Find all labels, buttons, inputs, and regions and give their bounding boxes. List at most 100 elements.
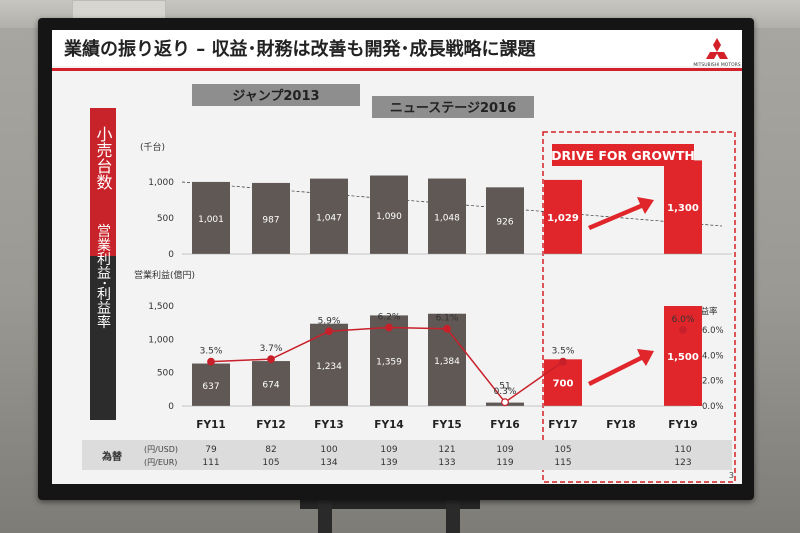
margin-point-fy11 (207, 357, 215, 366)
side-label-sales-box (90, 108, 116, 278)
fx-cell: 133 (438, 458, 455, 468)
slide-title: 業績の振り返り – 収益･財務は改善も開発･成長戦略に課題 (63, 38, 537, 60)
fx-cell: 115 (554, 458, 571, 468)
sales-value-label: 1,029 (547, 213, 579, 224)
profit-y-tick: 1,500 (148, 302, 174, 312)
margin-y-axis-label: 利益率 (692, 306, 718, 317)
sales-bar-fy11 (192, 181, 230, 254)
fx-cell: 121 (438, 445, 455, 455)
profit-bar-fy19 (664, 306, 702, 406)
profit-value-label: 637 (202, 382, 219, 392)
profit-bar-fy12 (252, 361, 290, 406)
margin-y-tick: 4.0% (702, 351, 724, 361)
plan-growth-label-box (552, 144, 694, 166)
margin-value-label: 6.2% (378, 312, 401, 322)
margin-value-label: 6.0% (672, 315, 695, 325)
x-tick-label-fy16: FY16 (490, 419, 519, 431)
fx-cell: 119 (496, 458, 513, 468)
profit-y-tick: 500 (157, 369, 174, 379)
side-label-profit: 営業利益･利益率 (95, 224, 111, 329)
sales-value-label: 926 (496, 218, 513, 228)
profit-value-label: 674 (262, 381, 279, 391)
fx-cell: 105 (554, 445, 571, 455)
x-tick-label-fy19: FY19 (668, 419, 697, 431)
sales-bar-fy16 (486, 187, 524, 254)
sales-bar-fy12 (252, 182, 290, 254)
margin-point-fy19 (679, 326, 687, 334)
x-tick-label-fy11: FY11 (196, 419, 225, 431)
profit-value-label: 1,234 (316, 362, 342, 372)
margin-value-label: 0.3% (494, 387, 517, 397)
plan-growth-label: DRIVE FOR GROWTH (551, 148, 695, 163)
x-tick-label-fy14: FY14 (374, 419, 403, 431)
fx-cell: 109 (496, 445, 513, 455)
sales-y-tick: 500 (157, 214, 174, 224)
sales-bar-fy17 (544, 179, 582, 254)
margin-series-line (210, 326, 506, 403)
fx-unit-label: (円/EUR) (144, 458, 177, 467)
margin-point-fy12 (267, 355, 275, 364)
profit-value-label: 1,384 (434, 357, 460, 367)
page-number: 3 (729, 471, 734, 480)
fx-rate-table: 為替 (円/USD) 79 82 100 109 121 109 105 110 (円/EUR) 11… (82, 440, 732, 470)
sales-bar-chart: (千台) 0 500 1,000 1,001 987 1,047 1,090 1,048 926 1… (140, 141, 732, 260)
margin-value-label: 3.5% (200, 347, 223, 357)
fx-cell: 139 (380, 458, 397, 468)
profit-bar-chart: 営業利益(億円) 利益率 0 500 1,000 1,500 0.0% 2.0% 4.0% 6.0… (134, 269, 724, 431)
sales-value-label: 1,048 (434, 213, 460, 223)
profit-bar-fy11 (192, 363, 230, 406)
margin-point-fy16 (501, 398, 509, 407)
profit-value-label: 1,500 (667, 352, 699, 363)
x-tick-label-fy15: FY15 (432, 419, 461, 431)
profit-value-label: 1,359 (376, 358, 402, 368)
profit-value-label: 51 (499, 382, 510, 392)
sales-bar-fy15 (428, 178, 466, 254)
sales-y-tick: 1,000 (148, 178, 174, 188)
sales-value-label: 1,047 (316, 213, 342, 223)
x-tick-label-fy18: FY18 (606, 419, 635, 431)
margin-series-line-fy17 (504, 361, 564, 403)
fx-cell: 79 (205, 445, 217, 455)
sales-y-tick: 0 (168, 250, 174, 260)
margin-value-label: 5.9% (318, 316, 341, 326)
plan-newstage-label-box (372, 96, 534, 118)
profit-y-tick: 0 (168, 402, 174, 412)
margin-point-fy14 (385, 323, 393, 332)
plan-jump-label: ジャンプ2013 (232, 89, 319, 104)
margin-y-tick: 0.0% (702, 402, 724, 412)
fx-row-header: 為替 (101, 450, 123, 463)
fx-cell: 134 (320, 458, 337, 468)
sales-y-axis-label: (千台) (140, 141, 165, 153)
plan-newstage-label: ニューステージ2016 (390, 101, 516, 116)
profit-y-axis-label: 営業利益(億円) (134, 269, 195, 281)
sales-bar-fy14 (370, 175, 408, 254)
tv-stand-bar (300, 497, 480, 509)
margin-point-fy17 (559, 357, 567, 366)
sales-value-label: 1,300 (667, 203, 699, 214)
fx-table-background (82, 440, 732, 470)
fx-cell: 110 (674, 445, 691, 455)
margin-point-fy13 (325, 327, 333, 336)
sales-bar-fy19 (664, 160, 702, 254)
x-tick-label-fy12: FY12 (256, 419, 285, 431)
fx-cell: 109 (380, 445, 397, 455)
margin-y-tick: 6.0% (702, 326, 724, 336)
title-bar (52, 30, 742, 66)
plan-jump-label-box (192, 84, 360, 106)
logo-text: MITSUBISHI MOTORS (693, 62, 740, 68)
profit-bar-fy17 (544, 359, 582, 406)
sales-growth-arrow-icon (588, 197, 654, 230)
profit-growth-arrow-icon (588, 349, 654, 386)
margin-value-label: 6.1% (436, 314, 459, 324)
side-label-profit-box (90, 256, 116, 420)
profit-y-tick: 1,000 (148, 335, 174, 345)
growth-plan-frame (542, 131, 736, 483)
fx-cell: 105 (262, 458, 279, 468)
fx-cell: 82 (265, 445, 276, 455)
margin-value-label: 3.7% (260, 344, 283, 354)
margin-point-fy15 (443, 324, 451, 333)
side-label-sales: 小売台数 (94, 126, 113, 190)
title-underline (52, 68, 742, 71)
x-tick-label-fy13: FY13 (314, 419, 343, 431)
mitsubishi-logo-icon: MITSUBISHI MOTORS (693, 38, 741, 68)
